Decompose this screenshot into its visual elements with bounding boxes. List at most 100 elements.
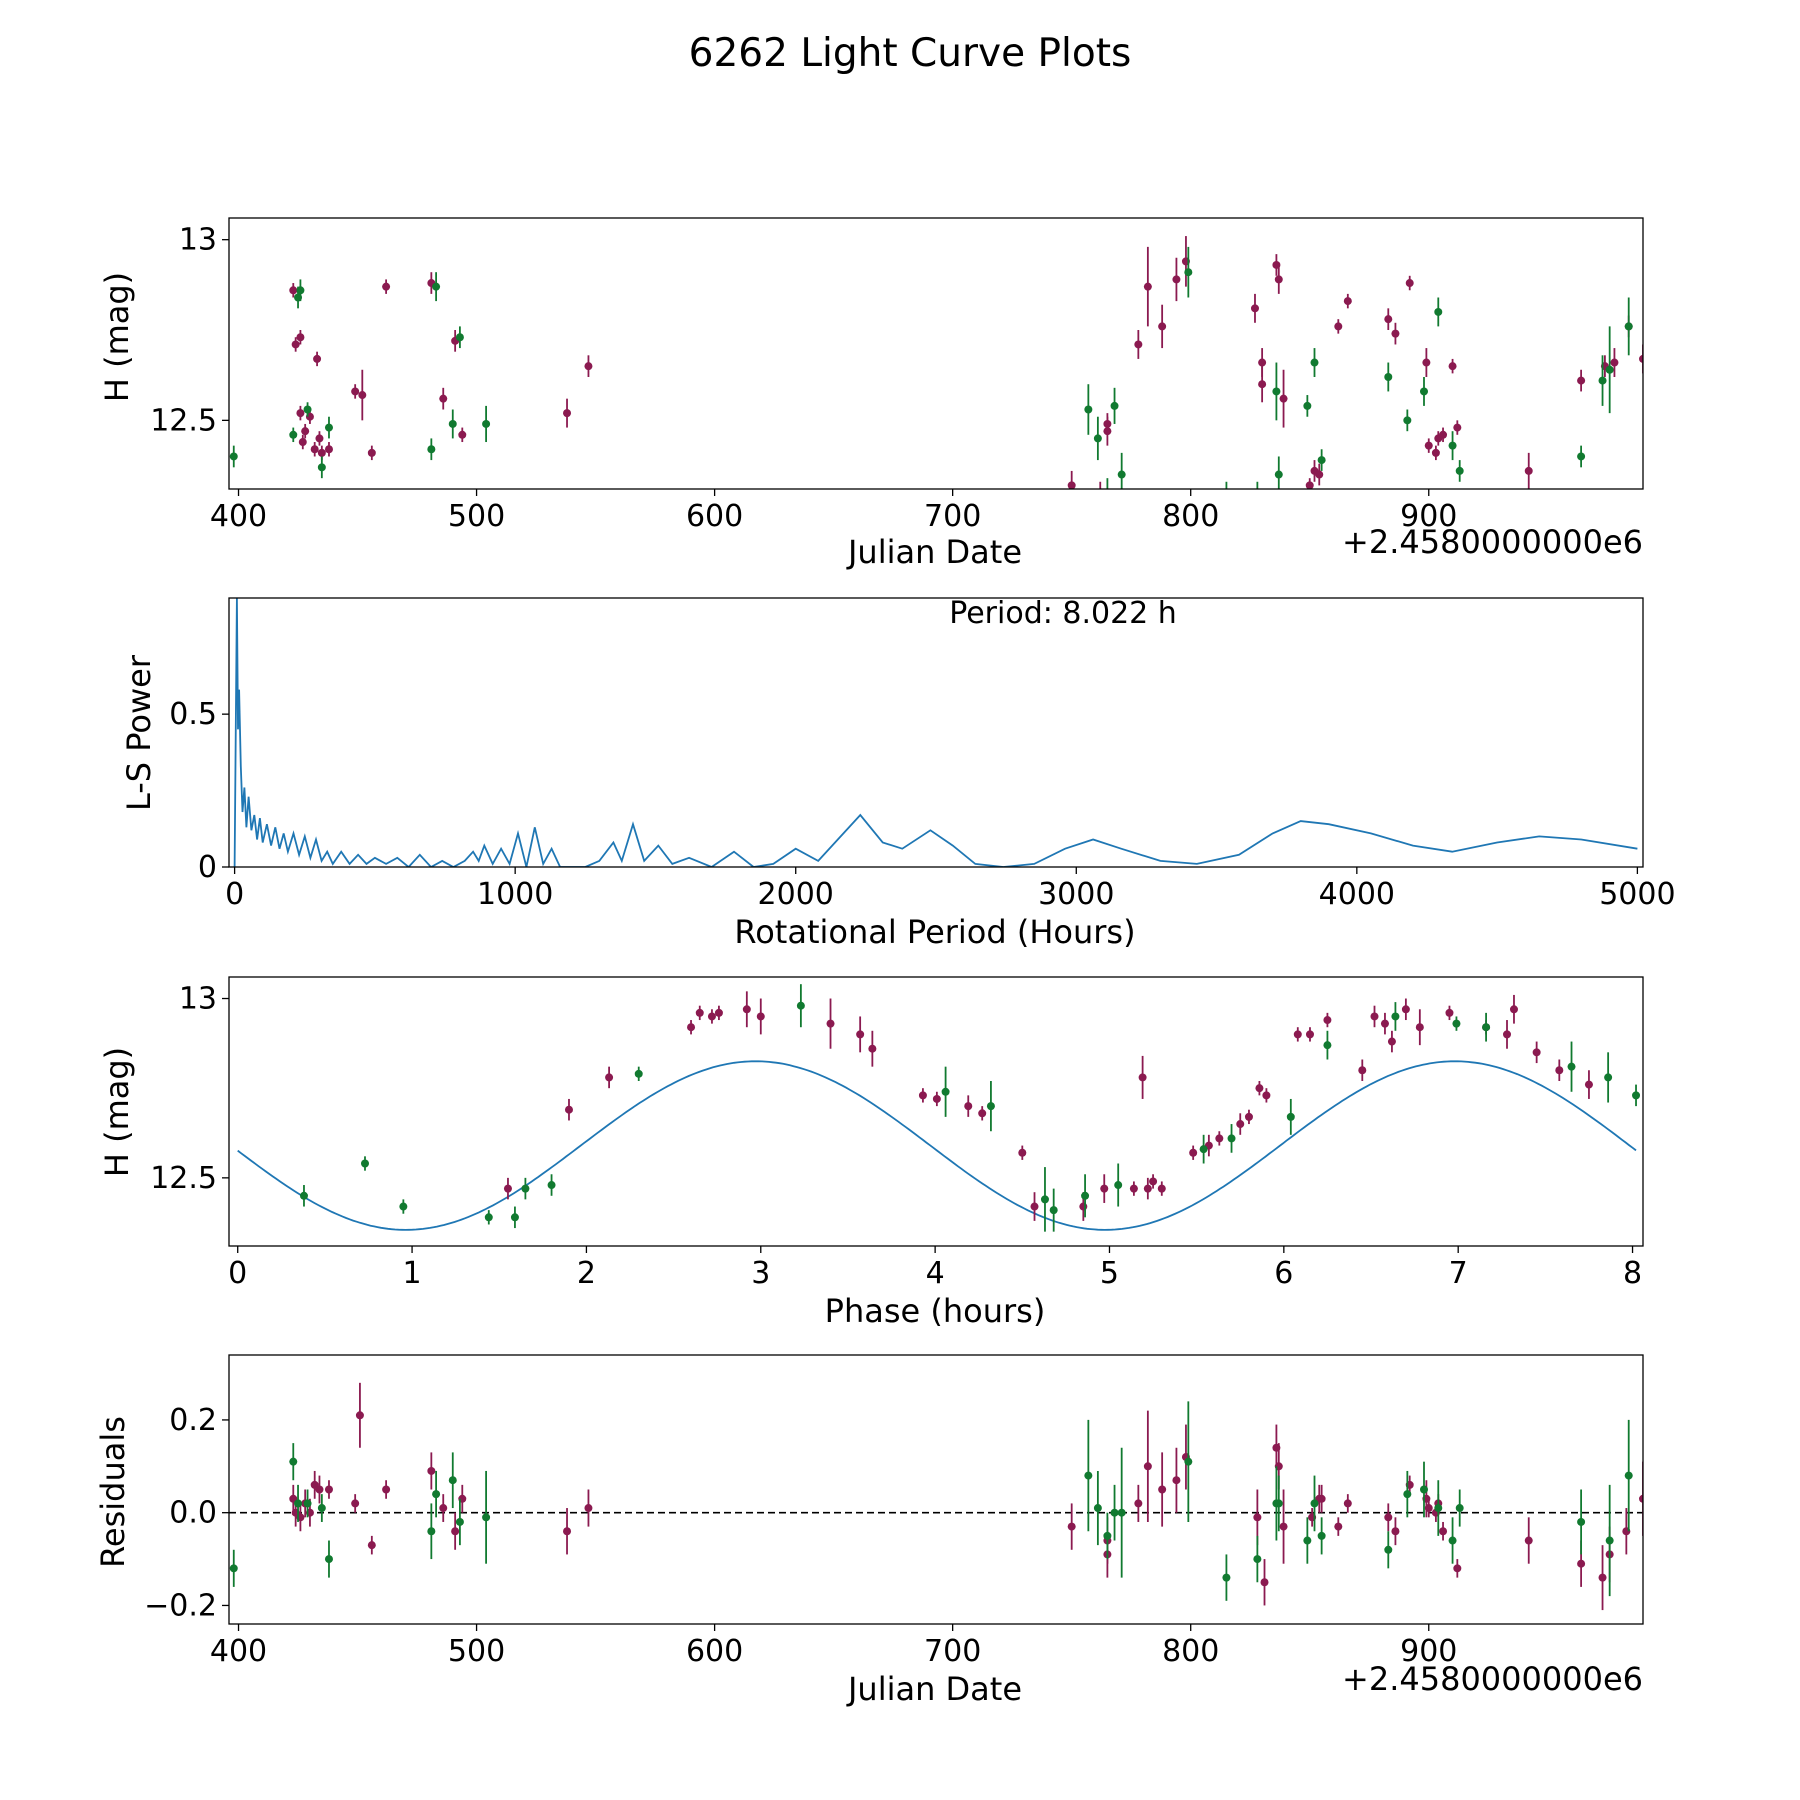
residuals-point-b [229,1564,238,1573]
residuals-point-b [1303,1536,1312,1545]
periodogram-power-line [233,598,1638,867]
phased-point-a [1555,1066,1564,1075]
phased-point-a [1445,1008,1454,1017]
lightcurve-point-b [1577,452,1586,461]
phased-point-a [932,1094,941,1103]
lightcurve-point-b [289,430,298,439]
lightcurve-point-b [317,463,326,472]
lightcurve-y-tick-label: 13 [179,223,217,258]
lightcurve-point-a [439,394,448,403]
periodogram-x-tick-label: 3000 [1038,877,1114,912]
phased-point-b [360,1159,369,1168]
residuals-point-a [1524,1536,1533,1545]
residuals-point-b [1624,1471,1633,1480]
phased-point-a [1380,1019,1389,1028]
residuals-point-a [439,1504,448,1513]
periodogram-panel: Rotational Period (Hours) L-S Power Peri… [120,596,1177,951]
lightcurve-point-a [367,448,376,457]
phased-point-a [1138,1073,1147,1082]
residuals-y-tick-label: 0.2 [169,1403,217,1438]
lightcurve-point-a [1424,441,1433,450]
residuals-point-a [315,1485,324,1494]
phased-x-tick-label: 2 [577,1256,596,1291]
lightcurve-point-a [1439,430,1448,439]
lightcurve-point-a [1334,322,1343,331]
residuals-point-b [1093,1504,1102,1513]
lightcurve-point-a [310,445,319,454]
periodogram-marks [233,598,1638,867]
lightcurve-point-b [1272,387,1281,396]
residuals-y-label: Residuals [94,1416,132,1568]
periodogram-plot: 0 1000 2000 3000 4000 5000 0 0.5 [169,597,1676,912]
phased-point-a [605,1073,614,1082]
phased-point-b [1604,1073,1613,1082]
lightcurve-point-a [1577,376,1586,385]
residuals-point-a [1143,1462,1152,1471]
phased-point-b [1286,1112,1295,1121]
phased-point-b [1452,1019,1461,1028]
lightcurve-point-b [1624,322,1633,331]
phased-point-b [547,1181,556,1190]
residuals-point-b [1403,1490,1412,1499]
residuals-point-b [1317,1531,1326,1540]
residuals-point-a [1279,1522,1288,1531]
phased-point-b [1632,1091,1641,1100]
periodogram-x-tick-label: 2000 [758,877,834,912]
phased-point-b [941,1087,950,1096]
phased-point-a [1157,1184,1166,1193]
residuals-point-b [294,1499,303,1508]
periodogram-y-label: L-S Power [120,654,158,811]
phased-point-a [1305,1030,1314,1039]
lightcurve-point-a [1524,466,1533,475]
residuals-plot: 400 500 600 700 800 900 −0.2 0.0 0.2 [144,1354,1644,1669]
phased-point-a [564,1105,573,1114]
phased-point-b [1081,1191,1090,1200]
lightcurve-point-a [1405,279,1414,288]
phased-x-tick-label: 4 [926,1256,945,1291]
phased-x-tick-label: 1 [403,1256,422,1291]
residuals-point-a [382,1485,391,1494]
lightcurve-point-a [1610,358,1619,367]
lightcurve-point-a [1279,394,1288,403]
phased-point-a [714,1008,723,1017]
lightcurve-x-tick-label: 600 [686,499,743,534]
residuals-point-a [1260,1578,1269,1587]
phased-point-a [1189,1148,1198,1157]
lightcurve-point-a [351,387,360,396]
phased-point-a [1415,1023,1424,1032]
residuals-y-tick-label: 0.0 [169,1496,217,1531]
residuals-x-tick-label: 500 [448,1634,505,1669]
residuals-point-a [427,1466,436,1475]
phased-point-b [521,1184,530,1193]
lightcurve-point-b [324,423,333,432]
phased-x-tick-label: 7 [1449,1256,1468,1291]
residuals-point-b [1084,1471,1093,1480]
residuals-point-a [1453,1564,1462,1573]
lightcurve-x-offset-label: +2.4580000000e6 [1342,523,1643,561]
lightcurve-point-b [1317,456,1326,465]
phased-point-a [1100,1184,1109,1193]
residuals-point-b [448,1476,457,1485]
lightcurve-x-tick-label: 900 [1400,499,1457,534]
residuals-point-b [482,1513,491,1522]
phased-point-a [707,1012,716,1021]
lightcurve-point-a [317,448,326,457]
periodogram-x-tick-label: 4000 [1319,877,1395,912]
lightcurve-point-a [313,354,322,363]
periodogram-y-tick-label: 0 [198,850,217,885]
lightcurve-point-a [289,286,298,295]
residuals-point-a [1253,1513,1262,1522]
residuals-point-b [1184,1457,1193,1466]
lightcurve-point-a [1250,304,1259,313]
residuals-point-b [1455,1504,1464,1513]
lightcurve-point-a [1134,340,1143,349]
lightcurve-point-a [1067,481,1076,489]
phased-point-a [1503,1030,1512,1039]
residuals-point-a [1384,1513,1393,1522]
lightcurve-point-b [455,333,464,342]
residuals-x-tick-label: 400 [210,1634,267,1669]
residuals-x-tick-label: 700 [924,1634,981,1669]
phased-model-curve [237,1060,1637,1231]
figure-title: 6262 Light Curve Plots [689,31,1132,76]
